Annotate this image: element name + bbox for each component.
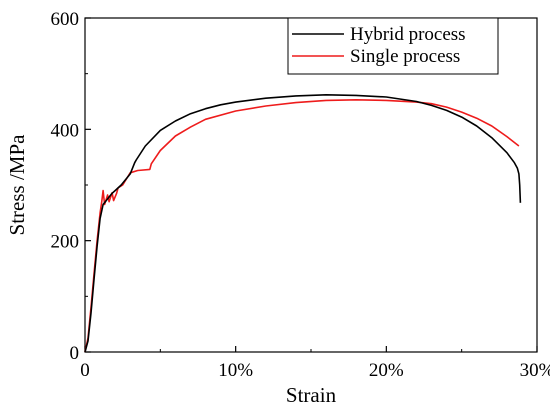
y-tick-label: 600	[51, 9, 80, 30]
series-line-single	[84, 99, 520, 353]
y-axis: 0 200 400 600	[51, 9, 91, 364]
x-axis-title: Strain	[286, 383, 337, 407]
x-tick-label: 20%	[369, 360, 404, 381]
x-axis: 0 10% 20% 30%	[80, 346, 550, 381]
y-tick-label: 0	[70, 343, 80, 364]
x-tick-label: 30%	[520, 360, 550, 381]
x-tick-label: 0	[80, 360, 90, 381]
y-tick-label: 200	[51, 232, 80, 253]
series-line-hybrid	[84, 94, 522, 353]
series-layer	[84, 94, 522, 353]
x-tick-label: 10%	[218, 360, 253, 381]
y-tick-label: 400	[51, 120, 80, 141]
legend-box	[287, 17, 499, 75]
legend-label-hybrid: Hybrid process	[350, 24, 466, 45]
legend: Hybrid process Single process	[287, 17, 499, 75]
legend-label-single: Single process	[350, 46, 460, 67]
y-axis-title: Stress /MPa	[5, 134, 29, 236]
